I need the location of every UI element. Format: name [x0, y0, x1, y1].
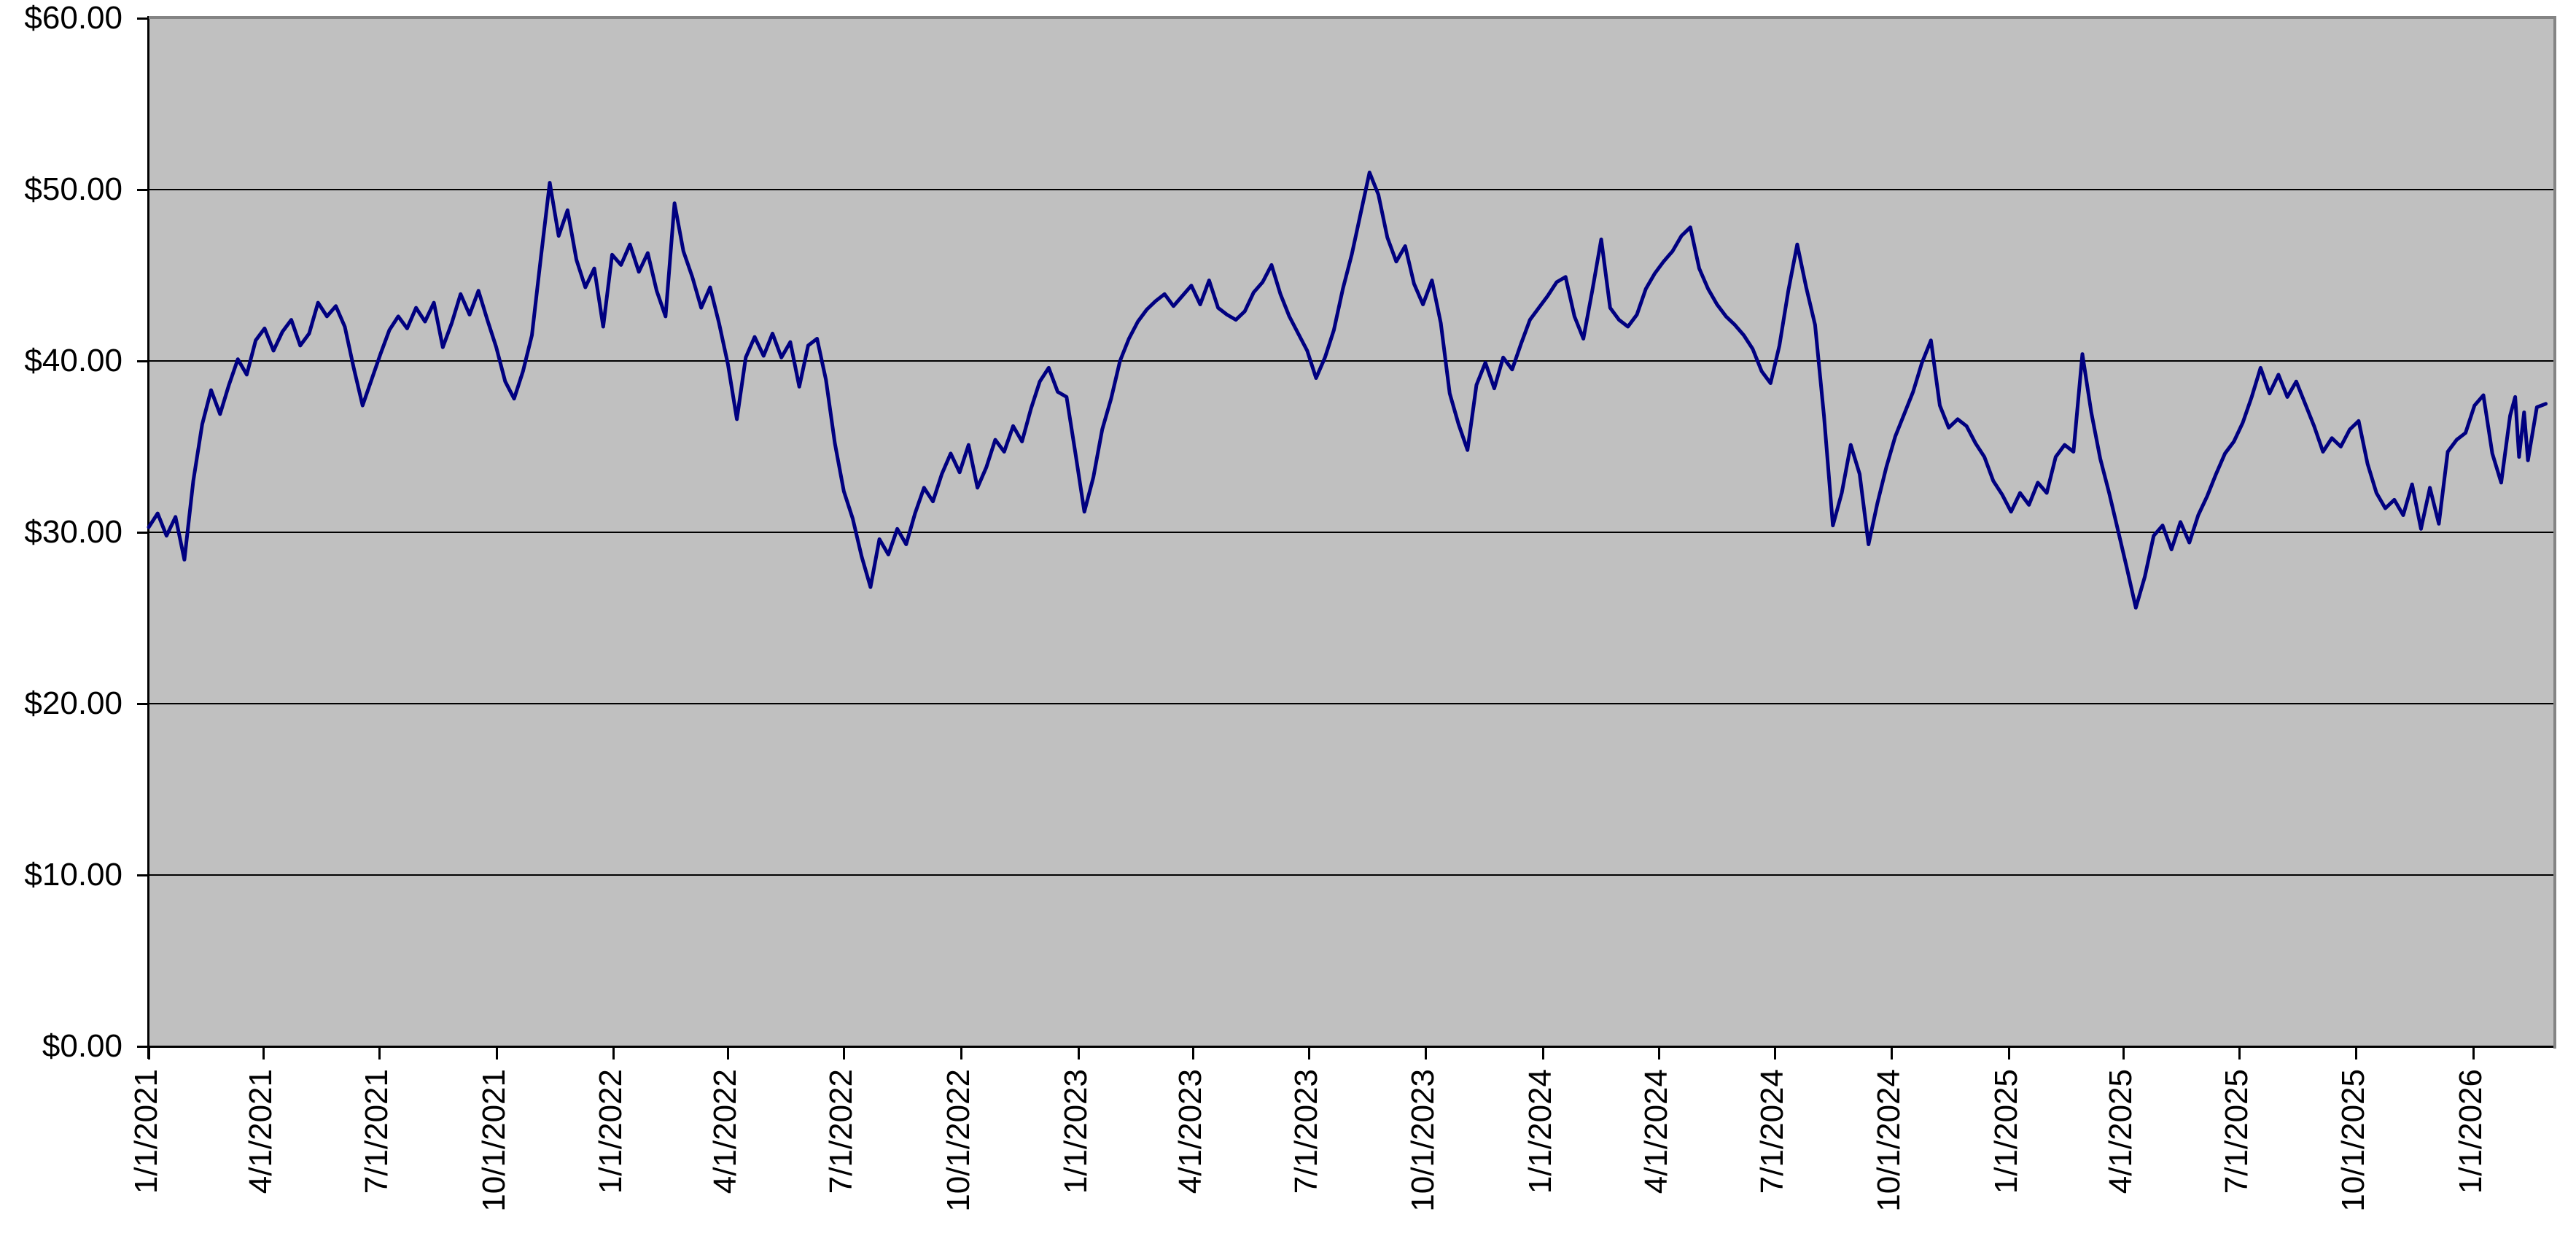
- series-line-price: [147, 171, 2548, 610]
- plot-right-border: [2553, 16, 2556, 1049]
- x-axis-label: 10/1/2022: [940, 1069, 976, 1212]
- x-tickmark: [1425, 1046, 1428, 1059]
- y-tickmark: [137, 18, 149, 20]
- x-tickmark: [1191, 1046, 1194, 1059]
- x-axis-label: 7/1/2023: [1288, 1069, 1324, 1194]
- x-tickmark: [727, 1046, 730, 1059]
- x-axis-line: [147, 1046, 2555, 1048]
- y-axis-label: $0.00: [42, 1028, 122, 1064]
- x-tickmark: [2472, 1046, 2475, 1059]
- x-axis-label: 1/1/2023: [1057, 1069, 1094, 1194]
- x-axis-label: 4/1/2022: [707, 1069, 744, 1194]
- x-tickmark: [960, 1046, 962, 1059]
- y-axis-label: $50.00: [24, 171, 122, 207]
- y-tickmark: [137, 189, 149, 191]
- y-tickmark: [137, 360, 149, 362]
- y-tickmark: [137, 874, 149, 876]
- gridline-30: [149, 532, 2553, 533]
- x-axis-label: 1/1/2026: [2453, 1069, 2489, 1194]
- x-axis-label: 10/1/2025: [2335, 1069, 2372, 1212]
- x-axis-label: 10/1/2021: [475, 1069, 512, 1212]
- x-tickmark: [612, 1046, 615, 1059]
- x-axis-label: 4/1/2023: [1172, 1069, 1208, 1194]
- x-tickmark: [2355, 1046, 2358, 1059]
- x-tickmark: [1657, 1046, 1660, 1059]
- y-axis-label: $30.00: [24, 514, 122, 550]
- y-tickmark: [137, 1046, 149, 1048]
- x-tickmark: [843, 1046, 846, 1059]
- x-tickmark: [1307, 1046, 1310, 1059]
- x-axis-label: 7/1/2021: [359, 1069, 394, 1194]
- x-tickmark: [2007, 1046, 2010, 1059]
- y-axis-label: $10.00: [24, 857, 122, 893]
- x-axis-label: 1/1/2024: [1522, 1069, 1558, 1194]
- gridline-40: [149, 360, 2553, 362]
- plot-top-border: [149, 16, 2556, 19]
- y-tickmark: [137, 703, 149, 705]
- x-tickmark: [1077, 1046, 1080, 1059]
- x-axis-label: 7/1/2025: [2218, 1069, 2254, 1194]
- y-axis-line: [147, 16, 149, 1059]
- x-tickmark: [262, 1046, 265, 1059]
- x-tickmark: [495, 1046, 498, 1059]
- x-tickmark: [1891, 1046, 1894, 1059]
- x-axis-label: 4/1/2021: [243, 1069, 279, 1194]
- y-axis-label: $20.00: [24, 685, 122, 721]
- gridline-50: [149, 189, 2553, 190]
- x-axis-label: 1/1/2021: [128, 1069, 164, 1194]
- x-axis-label: 4/1/2025: [2102, 1069, 2139, 1194]
- x-tickmark: [2122, 1046, 2125, 1059]
- x-tickmark: [378, 1046, 381, 1059]
- gridline-20: [149, 703, 2553, 704]
- y-tickmark: [137, 532, 149, 534]
- x-axis-label: 7/1/2022: [823, 1069, 860, 1194]
- x-axis-label: 4/1/2024: [1638, 1069, 1674, 1194]
- y-axis-label: $60.00: [24, 0, 122, 36]
- x-axis-label: 10/1/2024: [1871, 1069, 1907, 1212]
- x-axis-label: 7/1/2024: [1754, 1069, 1790, 1194]
- x-axis-label: 1/1/2022: [593, 1069, 629, 1194]
- x-axis-label: 1/1/2025: [1988, 1069, 2024, 1194]
- x-tickmark: [1541, 1046, 1544, 1059]
- x-tickmark: [2238, 1046, 2241, 1059]
- y-axis-label: $40.00: [24, 343, 122, 378]
- x-axis-label: 10/1/2023: [1405, 1069, 1441, 1212]
- x-tickmark: [1773, 1046, 1776, 1059]
- gridline-10: [149, 874, 2553, 876]
